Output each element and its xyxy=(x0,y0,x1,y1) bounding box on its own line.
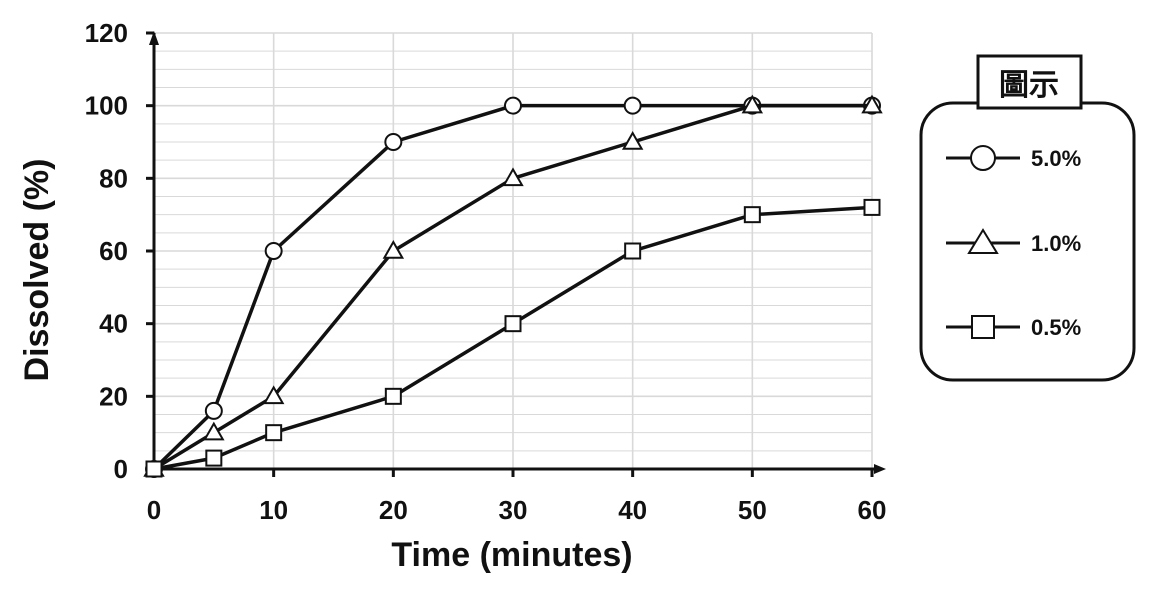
y-axis-title: Dissolved (%) xyxy=(18,159,56,382)
data-point-square xyxy=(863,198,881,216)
y-tick-label: 100 xyxy=(85,91,128,121)
legend-marker-circle xyxy=(970,145,996,171)
y-tick-label: 40 xyxy=(99,309,128,339)
series-square xyxy=(145,198,881,478)
x-tick-label: 0 xyxy=(147,495,161,525)
data-point-square xyxy=(145,460,163,478)
ticks: 0 20 40 60 80 100 120 0 10 20 30 40 50 60 xyxy=(85,18,887,525)
y-tick-label: 20 xyxy=(99,381,128,411)
legend-item: 5.0% xyxy=(946,145,1081,171)
data-point-triangle xyxy=(741,94,764,114)
legend-label: 1.0% xyxy=(1031,231,1081,256)
data-point-square xyxy=(624,242,642,260)
data-point-triangle xyxy=(203,421,225,441)
x-tick-label: 30 xyxy=(499,495,528,525)
x-tick-label: 40 xyxy=(618,495,647,525)
data-point-triangle xyxy=(621,130,644,150)
axes xyxy=(149,31,886,474)
x-axis-title: Time (minutes) xyxy=(391,536,632,574)
legend-marker-triangle xyxy=(967,228,999,254)
data-point-triangle xyxy=(502,167,524,187)
data-point-circle xyxy=(504,96,522,115)
data-point-triangle xyxy=(861,94,883,114)
data-point-circle xyxy=(264,242,283,260)
legend-items: 5.0% 1.0% 0.5% xyxy=(946,145,1081,340)
legend-label: 0.5% xyxy=(1031,315,1081,340)
y-tick-label: 120 xyxy=(85,18,128,48)
y-axis-arrow xyxy=(149,31,159,45)
data-point-triangle xyxy=(262,385,285,405)
series-line xyxy=(153,103,872,471)
data-point-circle xyxy=(204,401,223,420)
y-tick-label: 0 xyxy=(114,454,128,484)
legend-title: 圖示 xyxy=(999,68,1059,103)
x-axis-arrow xyxy=(874,464,886,474)
legend-item: 1.0% xyxy=(946,228,1081,256)
data-point-circle xyxy=(384,133,403,151)
series xyxy=(143,94,883,478)
x-tick-label: 10 xyxy=(259,495,288,525)
data-point-circle xyxy=(623,96,642,115)
x-tick-label: 20 xyxy=(379,495,408,525)
data-point-square xyxy=(384,387,402,405)
series-line xyxy=(153,205,873,471)
y-tick-label: 60 xyxy=(99,236,128,266)
legend-marker-square xyxy=(971,315,995,339)
legend-label: 5.0% xyxy=(1031,146,1081,171)
legend-title-box xyxy=(976,54,1083,110)
data-point-square xyxy=(504,315,522,333)
data-point-square xyxy=(265,424,283,442)
x-tick-label: 60 xyxy=(858,495,887,525)
data-point-triangle xyxy=(382,239,405,259)
data-point-square xyxy=(205,449,223,467)
legend: 圖示 5.0% 1.0% 0.5% xyxy=(919,54,1136,382)
data-point-square xyxy=(743,206,761,224)
x-tick-label: 50 xyxy=(738,495,767,525)
series-line xyxy=(152,103,872,471)
y-tick-label: 80 xyxy=(99,163,128,193)
legend-item: 0.5% xyxy=(946,315,1081,340)
